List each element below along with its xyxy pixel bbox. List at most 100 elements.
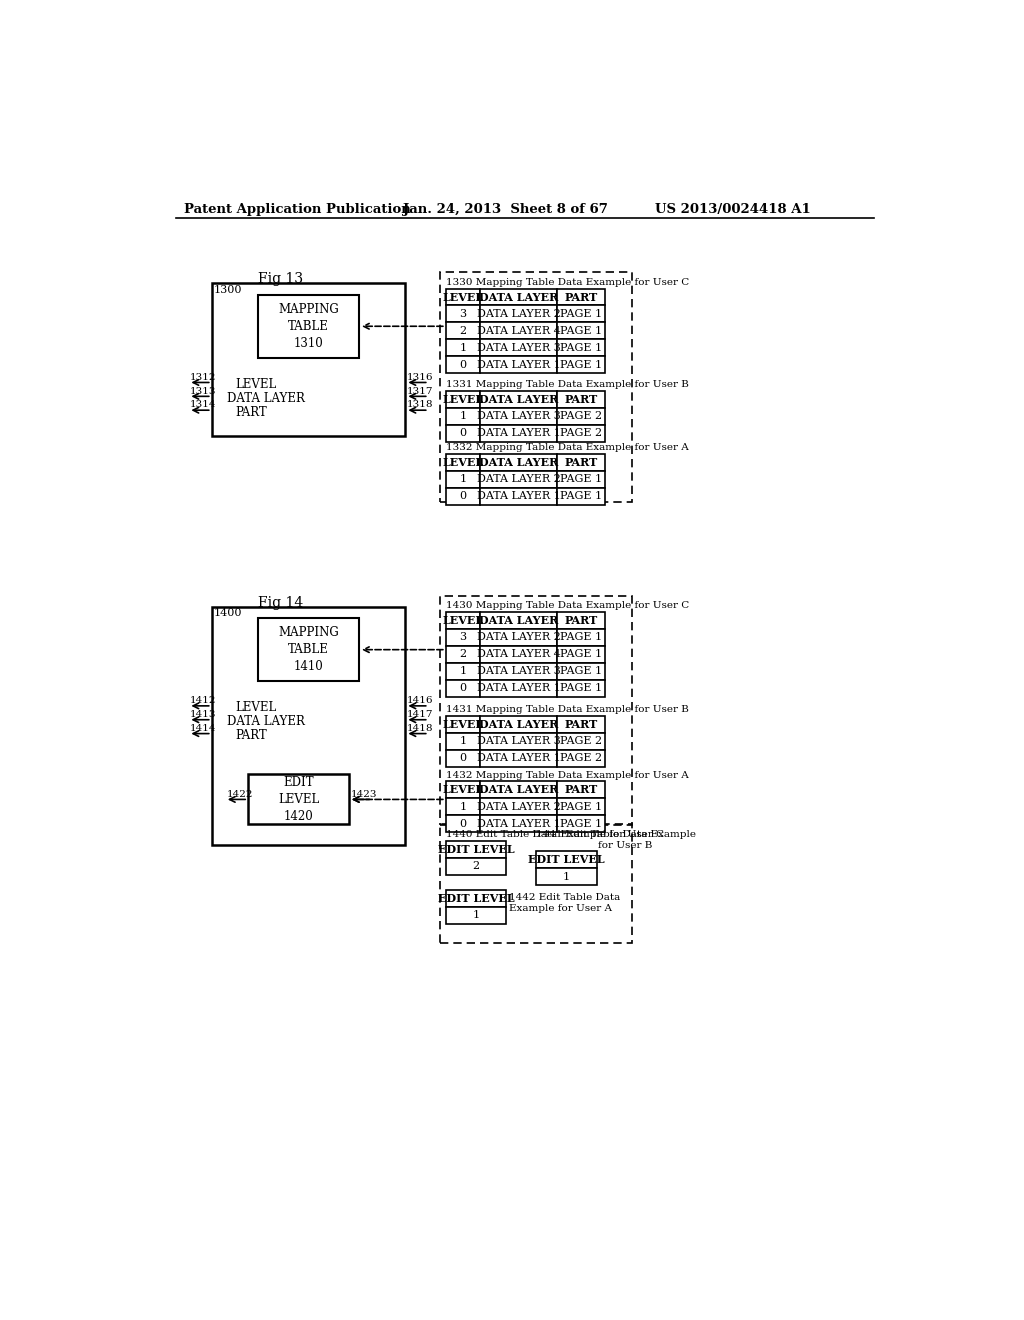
Text: DATA LAYER 3: DATA LAYER 3 <box>477 412 560 421</box>
Bar <box>445 471 480 488</box>
Text: MAPPING
TABLE
1410: MAPPING TABLE 1410 <box>279 626 339 673</box>
Text: 1: 1 <box>459 667 466 676</box>
Text: Jan. 24, 2013  Sheet 8 of 67: Jan. 24, 2013 Sheet 8 of 67 <box>403 203 608 216</box>
Text: PAGE 1: PAGE 1 <box>560 667 602 676</box>
Bar <box>445 454 480 471</box>
Text: DATA LAYER: DATA LAYER <box>479 784 558 795</box>
Text: 1430 Mapping Table Data Example for User C: 1430 Mapping Table Data Example for User… <box>445 601 689 610</box>
Bar <box>557 391 605 408</box>
Bar <box>480 663 557 680</box>
Bar <box>212 284 406 436</box>
Bar <box>557 628 605 645</box>
Bar <box>445 391 480 408</box>
Bar <box>557 799 605 816</box>
Text: EDIT
LEVEL
1420: EDIT LEVEL 1420 <box>278 776 319 822</box>
Bar <box>480 628 557 645</box>
Text: DATA LAYER 3: DATA LAYER 3 <box>477 343 560 352</box>
Text: 2: 2 <box>472 861 479 871</box>
Text: 1431 Mapping Table Data Example for User B: 1431 Mapping Table Data Example for User… <box>445 705 688 714</box>
Text: LEVEL: LEVEL <box>442 292 483 302</box>
Text: PAGE 1: PAGE 1 <box>560 684 602 693</box>
Bar <box>537 869 597 886</box>
Text: 1423: 1423 <box>350 789 377 799</box>
Text: 2: 2 <box>459 649 466 659</box>
Text: PAGE 1: PAGE 1 <box>560 474 602 484</box>
Text: PAGE 2: PAGE 2 <box>560 412 602 421</box>
Bar <box>248 775 349 825</box>
Text: 1422: 1422 <box>226 789 253 799</box>
Bar <box>557 645 605 663</box>
Text: PAGE 2: PAGE 2 <box>560 737 602 746</box>
Text: PART: PART <box>565 615 598 626</box>
Bar <box>480 408 557 425</box>
Bar <box>439 272 632 502</box>
Text: 1: 1 <box>472 911 479 920</box>
Bar <box>557 454 605 471</box>
Text: DATA LAYER: DATA LAYER <box>227 715 305 729</box>
Bar <box>480 816 557 832</box>
Bar <box>537 851 597 869</box>
Text: 2: 2 <box>459 326 466 335</box>
Bar <box>439 824 632 942</box>
Bar <box>445 841 506 858</box>
Text: DATA LAYER: DATA LAYER <box>479 393 558 405</box>
Bar <box>258 618 359 681</box>
Text: PAGE 1: PAGE 1 <box>560 360 602 370</box>
Text: PAGE 1: PAGE 1 <box>560 491 602 502</box>
Text: DATA LAYER: DATA LAYER <box>479 457 558 469</box>
Bar <box>480 781 557 799</box>
Bar <box>480 454 557 471</box>
Bar <box>445 628 480 645</box>
Bar <box>480 356 557 374</box>
Bar <box>480 733 557 750</box>
Bar <box>480 339 557 356</box>
Text: PAGE 2: PAGE 2 <box>560 428 602 438</box>
Text: 1: 1 <box>459 737 466 746</box>
Text: 1: 1 <box>563 871 570 882</box>
Bar <box>557 680 605 697</box>
Bar <box>557 339 605 356</box>
Bar <box>445 907 506 924</box>
Bar <box>557 612 605 628</box>
Bar <box>212 607 406 845</box>
Bar <box>445 750 480 767</box>
Bar <box>557 305 605 322</box>
Bar <box>445 322 480 339</box>
Text: LEVEL: LEVEL <box>442 615 483 626</box>
Text: 3: 3 <box>459 309 466 319</box>
Bar <box>480 750 557 767</box>
Text: 1418: 1418 <box>407 723 433 733</box>
Bar <box>258 294 359 358</box>
Bar <box>480 488 557 506</box>
Text: DATA LAYER 1: DATA LAYER 1 <box>477 684 560 693</box>
Bar <box>445 799 480 816</box>
Text: DATA LAYER 1: DATA LAYER 1 <box>477 360 560 370</box>
Text: DATA LAYER: DATA LAYER <box>479 292 558 302</box>
Text: PART: PART <box>565 719 598 730</box>
Bar <box>445 612 480 628</box>
Text: 1432 Mapping Table Data Example for User A: 1432 Mapping Table Data Example for User… <box>445 771 688 780</box>
Bar <box>480 715 557 733</box>
Text: PAGE 1: PAGE 1 <box>560 343 602 352</box>
Text: 1442 Edit Table Data
Example for User A: 1442 Edit Table Data Example for User A <box>509 892 621 913</box>
Bar <box>557 663 605 680</box>
Bar <box>445 733 480 750</box>
Text: 1313: 1313 <box>190 387 216 396</box>
Text: Patent Application Publication: Patent Application Publication <box>183 203 411 216</box>
Text: PAGE 1: PAGE 1 <box>560 801 602 812</box>
Text: PART: PART <box>234 729 266 742</box>
Bar <box>480 799 557 816</box>
Bar <box>557 750 605 767</box>
Text: 1300: 1300 <box>214 285 243 294</box>
Text: EDIT LEVEL: EDIT LEVEL <box>437 892 514 904</box>
Text: 0: 0 <box>459 754 466 763</box>
Text: PART: PART <box>234 405 266 418</box>
Bar <box>557 781 605 799</box>
Bar <box>439 595 632 825</box>
Text: 1330 Mapping Table Data Example for User C: 1330 Mapping Table Data Example for User… <box>445 277 689 286</box>
Bar <box>557 408 605 425</box>
Bar <box>480 425 557 442</box>
Text: Fig 13: Fig 13 <box>258 272 303 286</box>
Text: 1400: 1400 <box>214 609 243 618</box>
Text: DATA LAYER 1: DATA LAYER 1 <box>477 754 560 763</box>
